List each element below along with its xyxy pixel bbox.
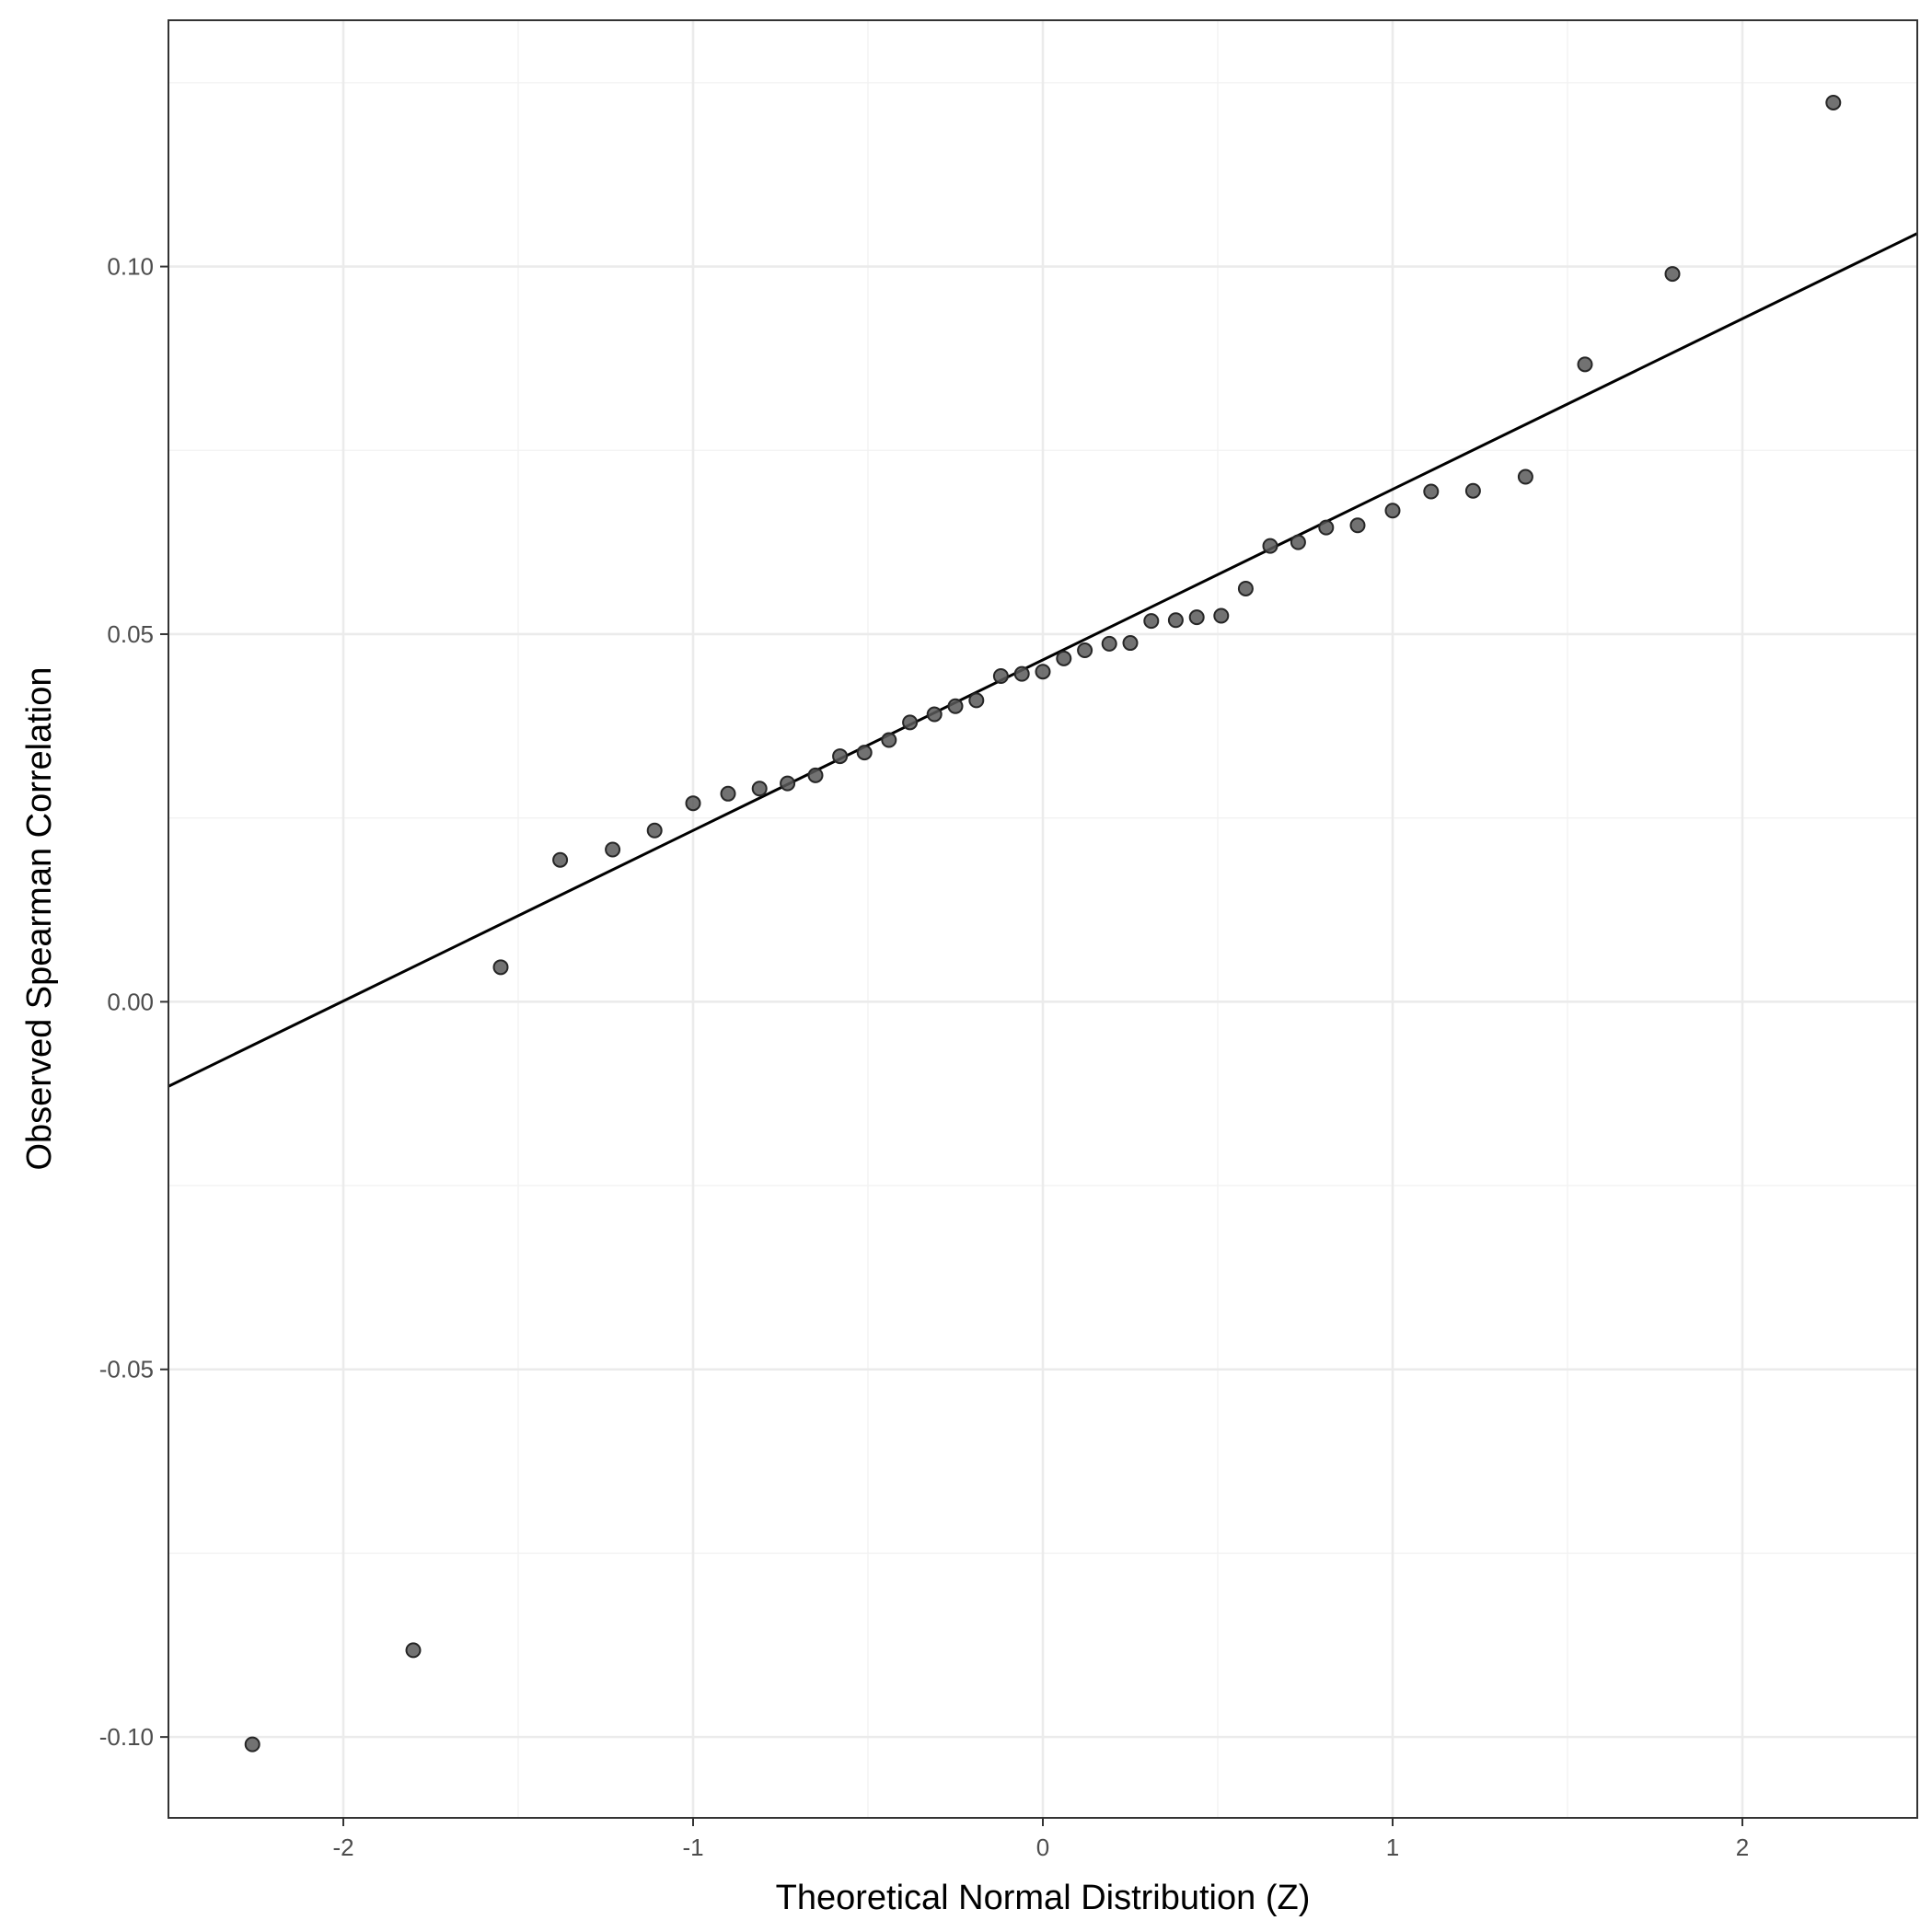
- data-point: [1262, 538, 1278, 554]
- data-point: [1577, 356, 1593, 373]
- data-point: [1664, 266, 1681, 283]
- data-point: [685, 795, 701, 812]
- data-point: [780, 775, 796, 792]
- data-point: [1517, 469, 1533, 485]
- y-axis-title: Observed Spearman Correlation: [20, 666, 59, 1170]
- data-point: [552, 851, 569, 868]
- y-axis-ticks: -0.10 -0.05 0.00 0.05 0.10: [99, 253, 168, 1751]
- data-point: [1013, 665, 1030, 682]
- data-point: [1318, 519, 1335, 536]
- data-points: [244, 94, 1842, 1753]
- data-point: [1167, 612, 1184, 629]
- data-point: [1825, 94, 1842, 110]
- x-tick-label: -1: [682, 1834, 703, 1861]
- data-point: [856, 745, 873, 761]
- data-point: [902, 714, 919, 731]
- data-point: [1077, 642, 1093, 659]
- data-point: [405, 1642, 422, 1659]
- data-point: [1101, 635, 1117, 652]
- data-point: [1035, 664, 1051, 680]
- data-point: [926, 706, 943, 723]
- qq-reference-line: [168, 232, 1918, 1088]
- x-axis-title: Theoretical Normal Distribution (Z): [776, 1879, 1311, 1917]
- x-tick-label: 1: [1386, 1834, 1399, 1861]
- y-tick-label: 0.05: [107, 620, 154, 648]
- data-point: [968, 692, 985, 709]
- data-point: [947, 698, 964, 714]
- data-point: [1056, 650, 1072, 666]
- x-tick-label: 0: [1036, 1834, 1049, 1861]
- data-point: [1237, 580, 1254, 596]
- data-point: [1464, 482, 1481, 499]
- data-point: [1143, 613, 1160, 630]
- data-point: [992, 668, 1009, 685]
- data-point: [1122, 635, 1139, 652]
- y-tick-label: -0.10: [99, 1723, 154, 1751]
- data-point: [605, 841, 621, 858]
- data-point: [492, 959, 509, 976]
- data-point: [244, 1736, 260, 1753]
- y-tick-label: -0.05: [99, 1356, 154, 1383]
- y-tick-label: 0.10: [107, 253, 154, 281]
- x-tick-label: 2: [1736, 1834, 1749, 1861]
- data-point: [1213, 607, 1230, 624]
- reference-line-layer: [168, 232, 1918, 1088]
- y-tick-label: 0.00: [107, 988, 154, 1015]
- data-point: [1349, 517, 1366, 534]
- data-point: [751, 781, 768, 797]
- data-point: [1188, 609, 1205, 626]
- x-tick-label: -2: [332, 1834, 353, 1861]
- data-point: [646, 822, 663, 839]
- data-point: [832, 748, 849, 765]
- data-point: [1423, 483, 1440, 500]
- x-axis-ticks: -2 -1 0 1 2: [332, 1818, 1749, 1861]
- data-point: [1384, 503, 1401, 519]
- data-point: [807, 767, 824, 783]
- data-point: [881, 732, 897, 748]
- data-point: [1290, 534, 1306, 550]
- data-point: [720, 785, 736, 802]
